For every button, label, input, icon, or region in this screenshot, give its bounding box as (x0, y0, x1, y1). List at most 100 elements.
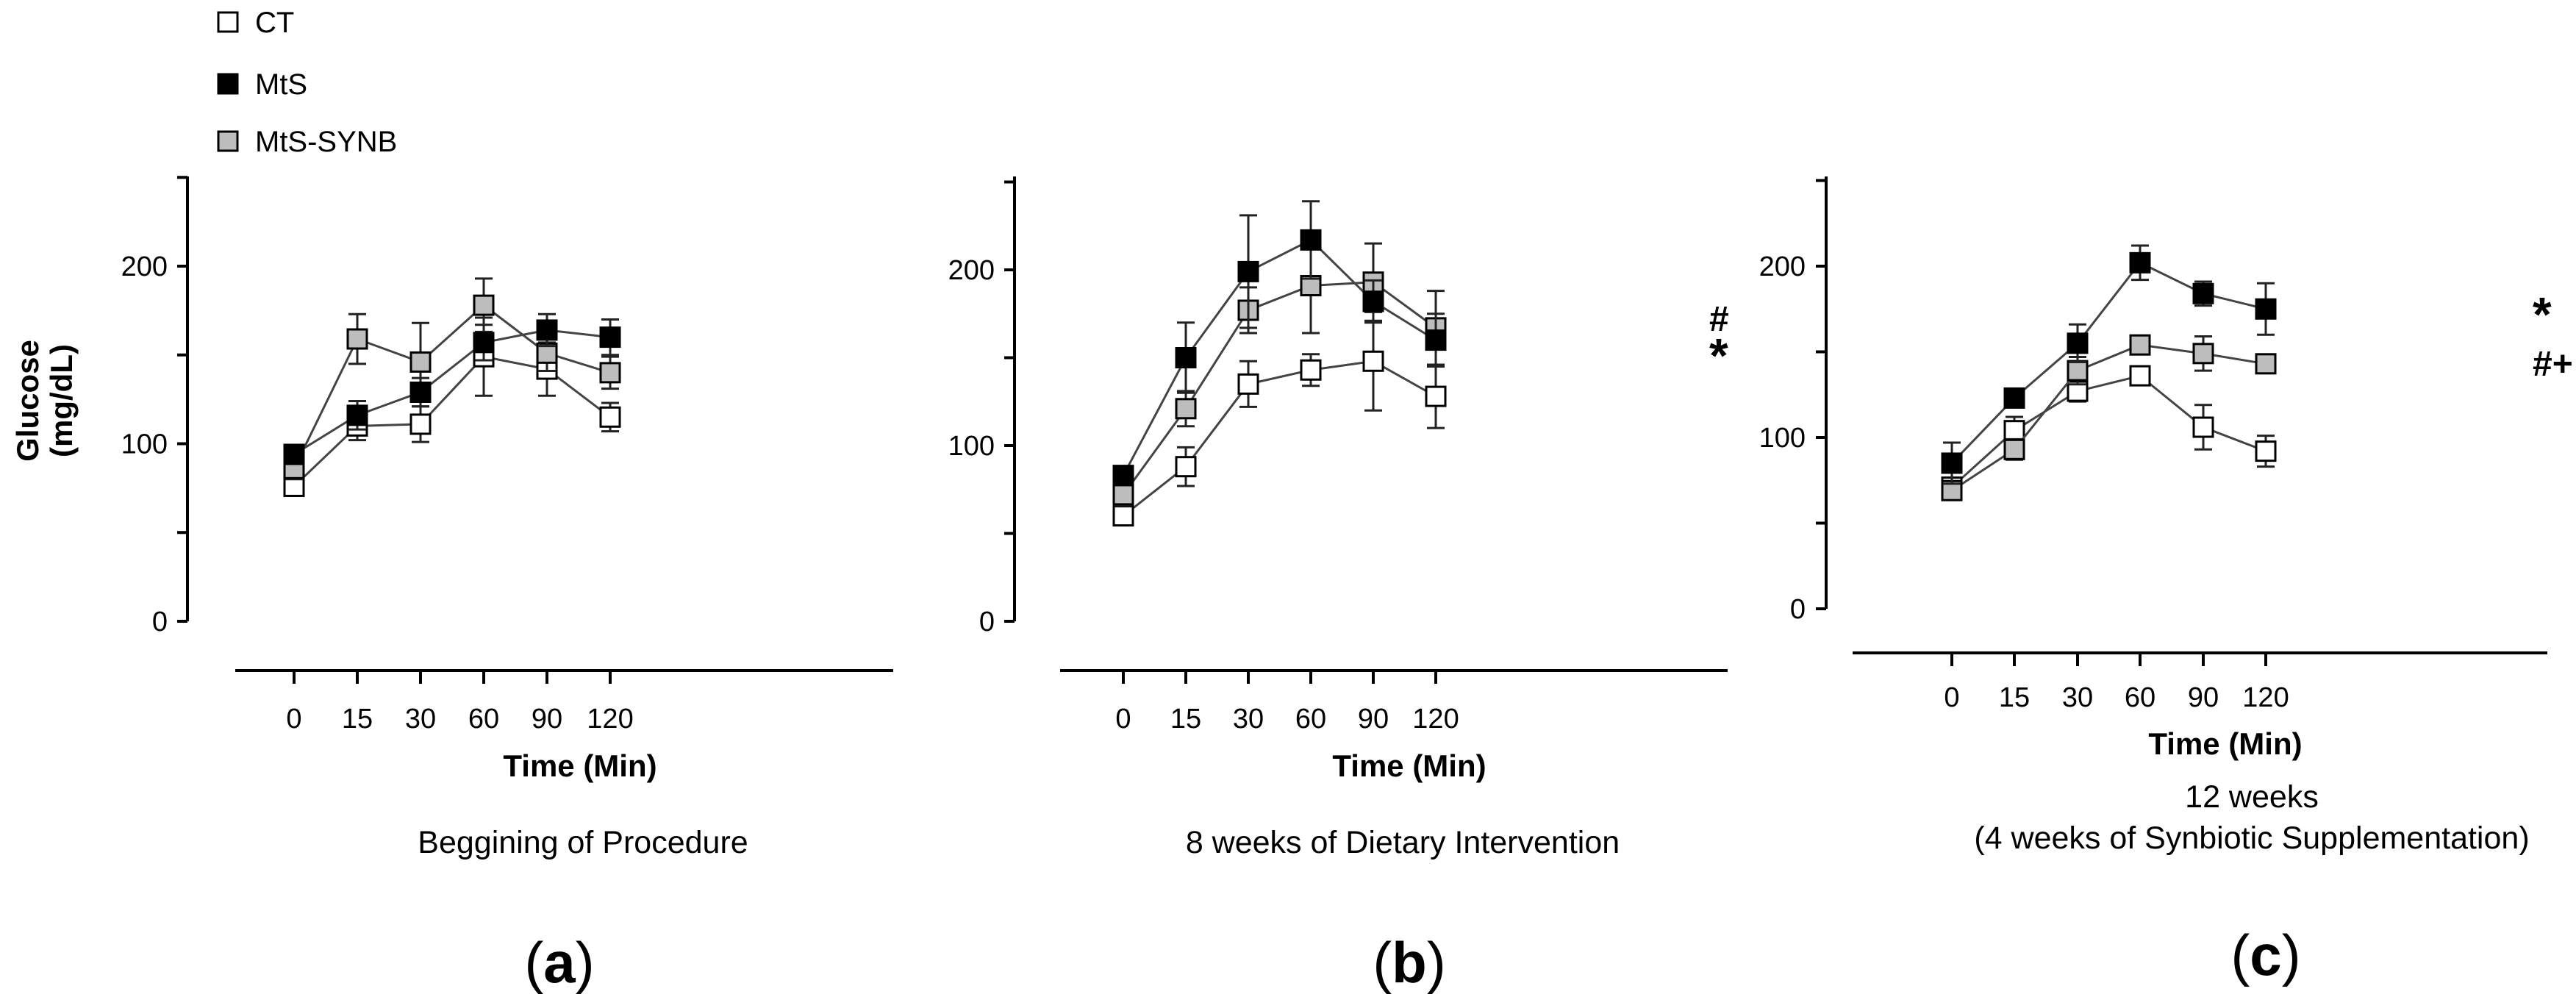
series-ct (1112, 310, 1447, 527)
x-tick-label: 120 (2242, 682, 2289, 713)
data-point-ct (1300, 359, 1322, 381)
data-point-mts-synb (2192, 343, 2214, 365)
y-axis-title-line1: Glucose (10, 340, 45, 462)
data-point-mts-synb (346, 328, 368, 350)
legend-label-ct: CT (255, 7, 294, 39)
y-axis-title: Glucose (mg/dL) (10, 340, 79, 462)
data-point-mts-synb (473, 294, 495, 316)
data-point-mts (599, 326, 621, 349)
panel-label-open-paren: ( (2230, 923, 2250, 987)
legend-label-mts: MtS (255, 68, 307, 101)
series-mts (1941, 244, 2277, 485)
data-point-mts (536, 319, 558, 341)
panel-label-open-paren: ( (524, 930, 543, 995)
y-axis-title-line2: (mg/dL) (44, 344, 79, 457)
significance-annotation: * (2533, 287, 2552, 341)
panel-label-open-paren: ( (1373, 930, 1392, 995)
legend-item-mts: MtS (217, 68, 307, 101)
y-tick-label: 0 (979, 607, 995, 637)
panel-label-close-paren: ) (2282, 923, 2301, 987)
data-point-mts (1112, 465, 1134, 487)
series-ct (1941, 365, 2277, 498)
y-tick-label: 200 (121, 251, 168, 282)
data-point-mts-synb (2255, 353, 2277, 375)
data-point-mts-synb (1175, 398, 1197, 420)
x-tick-label: 0 (286, 704, 301, 735)
x-ticks: 0 15 30 60 90 120 (1115, 671, 1459, 735)
data-point-mts (1941, 452, 1963, 474)
panel-label: (c) (2230, 923, 2300, 987)
significance-annotation: # (1709, 300, 1729, 339)
panel-caption-line1: 8 weeks of Dietary Intervention (1186, 825, 1620, 860)
x-ticks: 0 15 30 60 90 120 (286, 671, 634, 735)
series-mts (1112, 200, 1447, 487)
x-tick-label: 15 (1999, 682, 2030, 713)
series-line-mts (293, 329, 611, 456)
y-tick-label: 100 (948, 431, 995, 462)
panel-c: 0 100 200 0 15 30 60 90 120 * #+ Time (Min) 12 w… (1759, 176, 2573, 987)
x-tick-label: 90 (532, 704, 562, 735)
series-mts-synb (1941, 334, 2277, 501)
series-line-mts (1122, 238, 1437, 476)
panel-a: 0 100 200 0 15 30 60 90 120 Time (Min) Begginin… (121, 176, 893, 995)
legend-swatch-mts-synb (217, 130, 239, 152)
data-point-ct (1112, 505, 1134, 527)
panel-caption-line1: Beggining of Procedure (418, 825, 748, 860)
panel-caption-line2: (4 weeks of Synbiotic Supplementation) (1974, 821, 2529, 856)
data-point-mts (1175, 347, 1197, 368)
panel-label-letter: c (2250, 923, 2281, 987)
x-tick-label: 15 (342, 704, 373, 735)
data-point-mts-synb (1112, 484, 1134, 506)
y-tick-label: 100 (1759, 423, 1806, 454)
data-point-mts-synb (2067, 360, 2089, 382)
legend-swatch-mts (217, 73, 239, 95)
x-tick-label: 120 (1412, 704, 1459, 735)
panel-b: 0 100 200 0 15 30 60 90 120 #* Time (Min) 8 wee… (948, 176, 1729, 995)
x-tick-label: 30 (1233, 704, 1264, 735)
data-point-mts (1300, 229, 1322, 251)
data-point-mts (1237, 260, 1259, 282)
panel-label: (b) (1373, 930, 1446, 995)
data-point-mts-synb (409, 351, 432, 373)
series-line-mts-synb (1951, 343, 2266, 492)
legend-swatch-ct (217, 11, 239, 33)
data-point-ct (1175, 456, 1197, 478)
data-point-mts (1362, 290, 1384, 312)
data-point-ct (1425, 385, 1447, 407)
legend-item-mts-synb: MtS-SYNB (217, 126, 397, 158)
panel-label-close-paren: ) (1427, 930, 1446, 995)
y-tick-label: 100 (121, 429, 168, 460)
data-point-ct (1362, 350, 1384, 372)
x-tick-label: 90 (1358, 704, 1389, 735)
legend: CT MtS MtS-SYNB (217, 7, 397, 158)
series-ct (283, 316, 621, 497)
significance-annotation: * (1709, 329, 1728, 383)
x-tick-label: 60 (468, 704, 499, 735)
data-point-ct (409, 413, 432, 435)
data-point-mts (473, 332, 495, 354)
x-tick-label: 90 (2188, 682, 2219, 713)
data-point-mts (346, 404, 368, 426)
y-tick-label: 0 (1790, 594, 1806, 625)
series-layer (1112, 200, 1447, 527)
series-line-mts-synb (293, 304, 611, 469)
data-point-mts (2067, 332, 2089, 354)
panel-caption-line1: 12 weeks (2185, 779, 2319, 815)
data-point-ct (1237, 373, 1259, 395)
x-tick-label: 60 (2125, 682, 2155, 713)
series-line-ct (1950, 374, 2266, 488)
x-tick-label: 15 (1170, 704, 1201, 735)
series-mts (283, 312, 621, 465)
data-point-mts (2003, 387, 2025, 409)
y-tick-label: 200 (1759, 251, 1806, 282)
series-line-ct (1123, 360, 1437, 517)
data-point-mts (2255, 298, 2277, 320)
x-axis-title: Time (Min) (1332, 748, 1486, 783)
data-point-mts (2129, 251, 2151, 274)
series-line-ct (293, 355, 611, 487)
annotation-layer: #* (1709, 300, 1729, 383)
x-tick-label: 0 (1115, 704, 1131, 735)
y-ticks: 0 100 200 (948, 180, 1015, 637)
x-tick-label: 60 (1295, 704, 1326, 735)
series-mts-synb (283, 277, 621, 481)
